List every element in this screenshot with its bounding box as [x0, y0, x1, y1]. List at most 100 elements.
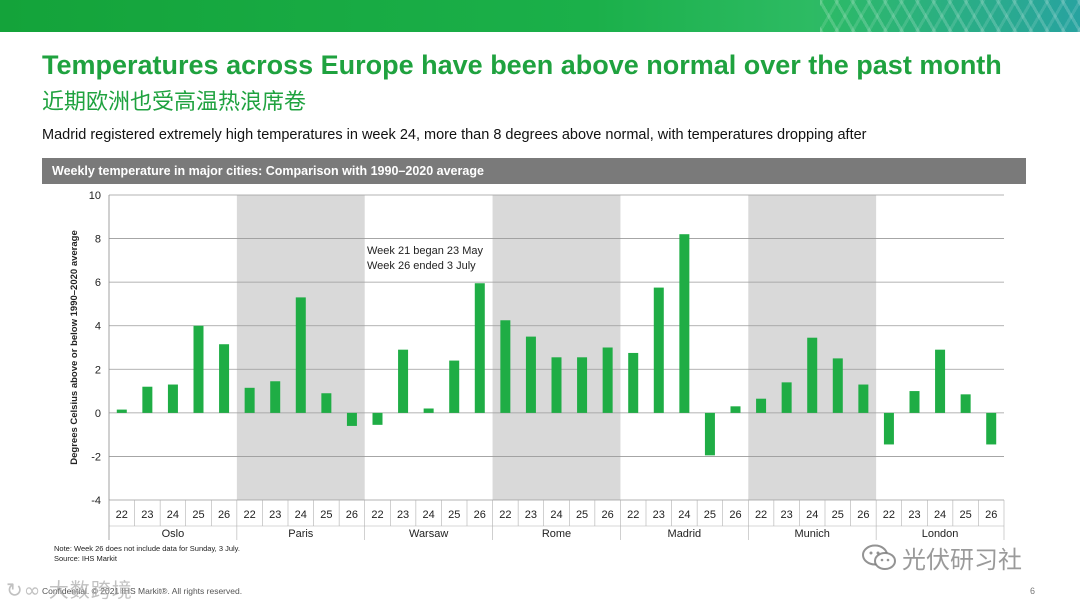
city-label: Paris [288, 528, 314, 540]
bar [781, 382, 792, 413]
y-tick-label: -4 [91, 495, 101, 507]
bar [883, 412, 894, 445]
y-tick-label: -2 [91, 451, 101, 463]
bar [986, 412, 997, 445]
y-axis-title: Degrees Celsius above or below 1990–2020… [69, 230, 80, 464]
watermark-left-text: 大数跨境 [48, 578, 133, 602]
bar [244, 387, 255, 413]
week-label: 23 [908, 509, 920, 521]
bar [372, 412, 383, 425]
bar [142, 386, 153, 413]
week-label: 22 [883, 509, 895, 521]
week-label: 25 [192, 509, 204, 521]
bar [909, 391, 920, 413]
week-label: 25 [704, 509, 716, 521]
watermark-right-text: 光伏研习社 [902, 546, 1022, 574]
week-label: 24 [295, 509, 307, 521]
city-label: Madrid [668, 528, 702, 540]
week-label: 25 [448, 509, 460, 521]
bar [423, 408, 434, 413]
bar [602, 347, 613, 413]
week-label: 24 [678, 509, 690, 521]
bar [628, 352, 639, 413]
y-tick-label: 8 [95, 234, 101, 246]
week-label: 22 [244, 509, 256, 521]
chart-annotation: Week 26 ended 3 July [367, 260, 476, 272]
watermark-left: ↻∞ 大数跨境 [6, 574, 133, 603]
week-label: 24 [550, 509, 562, 521]
week-label: 23 [781, 509, 793, 521]
bar [756, 398, 767, 413]
week-label: 24 [167, 509, 179, 521]
bar [679, 234, 690, 413]
bar [960, 394, 971, 413]
bar [935, 349, 946, 413]
week-label: 26 [218, 509, 230, 521]
week-label: 22 [627, 509, 639, 521]
week-label: 26 [346, 509, 358, 521]
city-label: Oslo [162, 528, 185, 540]
chart-container: Weekly temperature in major cities: Comp… [42, 158, 1026, 570]
bar [525, 336, 536, 413]
page-number: 6 [1030, 586, 1036, 596]
week-label: 22 [371, 509, 383, 521]
watermark-right: 光伏研习社 [862, 540, 1022, 575]
chart-source-line: Source: IHS Markit [54, 554, 117, 563]
bar [704, 412, 715, 456]
week-label: 26 [985, 509, 997, 521]
top-banner [0, 0, 1080, 32]
bar [730, 406, 741, 413]
y-tick-label: 2 [95, 364, 101, 376]
city-label: Warsaw [409, 528, 448, 540]
bar [398, 349, 409, 413]
city-label: London [922, 528, 959, 540]
week-label: 26 [729, 509, 741, 521]
bar [321, 393, 332, 413]
week-label: 25 [960, 509, 972, 521]
bar [474, 283, 485, 413]
week-label: 26 [857, 509, 869, 521]
bar [858, 384, 869, 413]
week-label: 26 [474, 509, 486, 521]
footer-copyright: Confidential. © 2021 IHS Markit®. All ri… [42, 586, 243, 596]
week-label: 24 [423, 509, 435, 521]
bar [807, 337, 818, 413]
y-tick-label: 10 [89, 190, 101, 202]
week-label: 25 [320, 509, 332, 521]
banner-pattern [820, 0, 1080, 32]
y-tick-label: 0 [95, 408, 101, 420]
wechat-icon [862, 544, 896, 570]
chart-title: Weekly temperature in major cities: Comp… [42, 158, 1026, 184]
y-tick-label: 4 [95, 321, 101, 333]
bar [295, 297, 306, 413]
week-label: 23 [525, 509, 537, 521]
bar [653, 287, 664, 413]
week-label: 24 [806, 509, 818, 521]
week-label: 24 [934, 509, 946, 521]
week-label: 25 [832, 509, 844, 521]
watermark-left-icon: ↻∞ [6, 578, 42, 602]
slide-subtitle: Madrid registered extremely high tempera… [42, 127, 867, 143]
week-label: 26 [602, 509, 614, 521]
city-label: Rome [542, 528, 571, 540]
week-label: 23 [141, 509, 153, 521]
bar [116, 409, 127, 413]
week-label: 23 [269, 509, 281, 521]
bar [577, 357, 588, 413]
bar [500, 320, 511, 413]
bar [832, 358, 843, 413]
bar [167, 384, 178, 413]
city-label: Munich [794, 528, 829, 540]
week-label: 22 [116, 509, 128, 521]
bar [551, 357, 562, 413]
chart-note: Note: Week 26 does not include data for … [54, 544, 240, 564]
slide-title: Temperatures across Europe have been abo… [42, 50, 1002, 80]
bar [219, 344, 230, 413]
bar [346, 412, 357, 426]
bar [270, 381, 281, 413]
slide-title-chinese: 近期欧洲也受高温热浪席卷 [42, 90, 307, 115]
week-label: 23 [653, 509, 665, 521]
bar [449, 360, 460, 413]
week-label: 25 [576, 509, 588, 521]
